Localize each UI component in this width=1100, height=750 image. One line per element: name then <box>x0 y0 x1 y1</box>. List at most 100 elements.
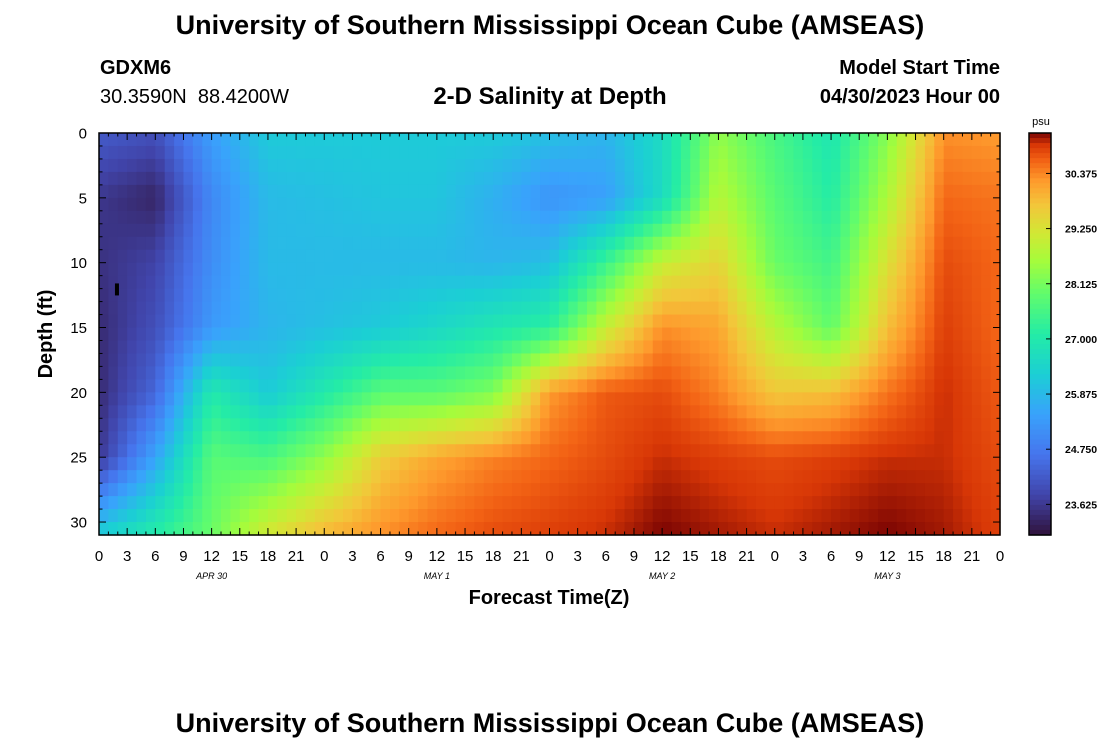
heatmap-cell <box>868 327 879 342</box>
heatmap-cell <box>596 405 607 419</box>
heatmap-cell <box>174 145 185 160</box>
heatmap-cell <box>502 223 513 238</box>
heatmap-cell <box>624 314 635 329</box>
heatmap-cell <box>812 418 823 432</box>
heatmap-cell <box>145 392 156 406</box>
heatmap-cell <box>887 405 898 419</box>
x-tick-label: 15 <box>231 548 248 565</box>
heatmap-cell <box>774 314 785 329</box>
heatmap-cell <box>436 496 447 510</box>
heatmap-cell <box>746 340 757 355</box>
heatmap-cell <box>117 262 128 277</box>
heatmap-cell <box>418 158 429 173</box>
heatmap-cell <box>408 184 419 199</box>
heatmap-cell <box>990 431 1001 445</box>
heatmap-cell <box>587 457 598 471</box>
heatmap-cell <box>361 444 372 458</box>
heatmap-cell <box>380 301 391 316</box>
heatmap-cell <box>530 171 541 186</box>
heatmap-cell <box>427 431 438 445</box>
heatmap-cell <box>680 470 691 484</box>
heatmap-cell <box>774 158 785 173</box>
heatmap-cell <box>324 366 335 380</box>
heatmap-cell <box>286 223 297 238</box>
heatmap-cell <box>192 444 203 458</box>
heatmap-cell <box>718 457 729 471</box>
heatmap-cell <box>211 223 222 238</box>
heatmap-cell <box>221 470 231 484</box>
heatmap-cell <box>643 470 654 484</box>
heatmap-cell <box>934 483 945 497</box>
heatmap-cell <box>896 288 907 303</box>
heatmap-cell <box>859 288 870 303</box>
heatmap-cell <box>849 483 860 497</box>
heatmap-cell <box>558 431 569 445</box>
heatmap-cell <box>953 262 964 277</box>
heatmap-cell <box>183 210 194 225</box>
heatmap-cell <box>446 496 457 510</box>
heatmap-cell <box>906 470 917 484</box>
heatmap-cell <box>887 171 898 186</box>
heatmap-cell <box>427 418 438 432</box>
colorbar-segment <box>1029 354 1051 360</box>
heatmap-cell <box>784 431 795 445</box>
heatmap-cell <box>718 145 729 160</box>
heatmap-cell <box>765 301 776 316</box>
heatmap-cell <box>718 236 729 251</box>
heatmap-cell <box>145 470 156 484</box>
heatmap-cell <box>511 392 522 406</box>
heatmap-cell <box>127 405 138 419</box>
heatmap-cell <box>727 249 738 264</box>
heatmap-cell <box>155 314 166 329</box>
heatmap-cell <box>446 133 457 147</box>
heatmap-cell <box>436 145 447 160</box>
heatmap-cell <box>99 353 109 368</box>
heatmap-cell <box>784 210 795 225</box>
heatmap-cell <box>258 145 269 160</box>
heatmap-cell <box>727 223 738 238</box>
heatmap-cell <box>521 353 532 368</box>
heatmap-cell <box>737 522 748 536</box>
heatmap-cell <box>915 314 926 329</box>
heatmap-cell <box>521 379 532 393</box>
y-tick-label: 20 <box>70 385 87 402</box>
colorbar-segment <box>1029 228 1051 235</box>
heatmap-cell <box>174 301 185 316</box>
heatmap-cell <box>202 133 213 147</box>
heatmap-cell <box>258 509 269 523</box>
heatmap-cell <box>465 405 476 419</box>
heatmap-cell <box>821 340 832 355</box>
heatmap-cell <box>990 340 1001 355</box>
heatmap-cell <box>877 379 888 393</box>
heatmap-cell <box>230 405 241 419</box>
heatmap-cell <box>136 470 147 484</box>
heatmap-cell <box>596 392 607 406</box>
heatmap-cell <box>934 184 945 199</box>
heatmap-cell <box>624 366 635 380</box>
heatmap-cell <box>615 301 626 316</box>
heatmap-cell <box>699 444 710 458</box>
heatmap-cell <box>249 470 260 484</box>
heatmap-cell <box>371 392 382 406</box>
heatmap-cell <box>624 223 635 238</box>
heatmap-cell <box>615 275 626 290</box>
heatmap-cell <box>727 236 738 251</box>
heatmap-cell <box>99 470 109 484</box>
heatmap-cell <box>296 483 307 497</box>
heatmap-cell <box>389 145 400 160</box>
heatmap-cell <box>558 470 569 484</box>
heatmap-cell <box>343 145 354 160</box>
heatmap-cell <box>277 249 288 264</box>
heatmap-cell <box>680 457 691 471</box>
heatmap-cell <box>380 418 391 432</box>
heatmap-cell <box>408 145 419 160</box>
heatmap-cell <box>427 405 438 419</box>
heatmap-cell <box>802 340 813 355</box>
heatmap-cell <box>709 223 720 238</box>
heatmap-cell <box>831 301 842 316</box>
heatmap-cell <box>859 444 870 458</box>
heatmap-cell <box>981 509 992 523</box>
heatmap-cell <box>840 158 851 173</box>
heatmap-cell <box>455 522 466 536</box>
heatmap-cell <box>108 288 119 303</box>
